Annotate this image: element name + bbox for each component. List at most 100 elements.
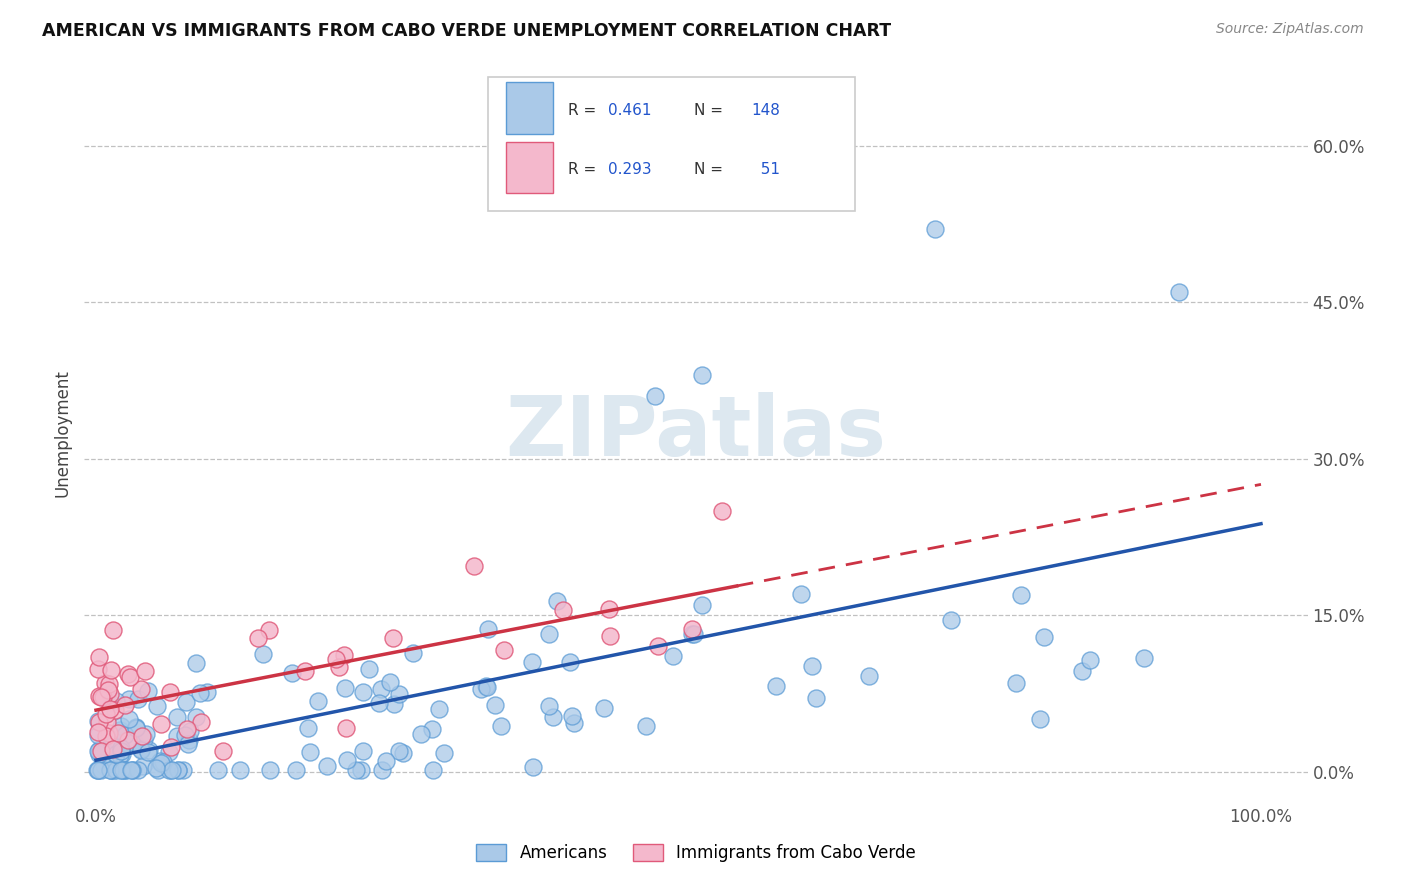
Point <box>160 764 183 778</box>
Text: R =: R = <box>568 103 600 118</box>
Point <box>561 709 583 723</box>
Point <box>108 723 131 737</box>
Point <box>789 587 811 601</box>
Point <box>149 754 172 768</box>
Point <box>157 745 180 759</box>
Point <box>166 709 188 723</box>
Text: AMERICAN VS IMMIGRANTS FROM CABO VERDE UNEMPLOYMENT CORRELATION CHART: AMERICAN VS IMMIGRANTS FROM CABO VERDE U… <box>42 22 891 40</box>
Point <box>333 648 356 663</box>
Point <box>522 759 544 773</box>
FancyBboxPatch shape <box>488 78 855 211</box>
Point <box>470 681 492 696</box>
Point <box>939 613 962 627</box>
Point <box>105 764 128 778</box>
Point <box>166 764 188 778</box>
Point <box>90 744 112 758</box>
Point <box>145 699 167 714</box>
Point <box>634 719 657 733</box>
Text: R =: R = <box>568 162 600 178</box>
Legend: Americans, Immigrants from Cabo Verde: Americans, Immigrants from Cabo Verde <box>470 837 922 869</box>
Point <box>422 764 444 778</box>
Point <box>131 758 153 772</box>
Point <box>114 728 136 742</box>
Point <box>370 682 392 697</box>
Point <box>520 655 543 669</box>
Point <box>110 719 132 733</box>
Text: N =: N = <box>693 103 723 118</box>
Point <box>112 764 135 778</box>
Point <box>246 631 269 645</box>
Point <box>644 389 666 403</box>
Point <box>131 729 153 743</box>
Point <box>166 729 188 743</box>
Point <box>1133 651 1156 665</box>
Point <box>176 695 198 709</box>
Text: 0.461: 0.461 <box>607 103 651 118</box>
Point <box>1004 676 1026 690</box>
Point <box>90 690 112 705</box>
Point <box>1168 285 1191 299</box>
Point <box>117 666 139 681</box>
Point <box>105 740 128 755</box>
Point <box>150 717 173 731</box>
Point <box>98 687 121 701</box>
Point <box>368 696 391 710</box>
Point <box>103 764 125 778</box>
Point <box>190 714 212 729</box>
Point <box>87 689 110 703</box>
Point <box>315 758 337 772</box>
Point <box>541 710 564 724</box>
Point <box>325 651 347 665</box>
Point <box>184 710 207 724</box>
Point <box>765 680 787 694</box>
Point <box>924 222 946 236</box>
Point <box>96 714 118 729</box>
Point <box>120 670 142 684</box>
Point <box>127 692 149 706</box>
Point <box>110 764 132 778</box>
Point <box>117 692 139 706</box>
Point <box>100 764 122 778</box>
Point <box>122 734 145 748</box>
Point <box>100 747 122 761</box>
Point <box>160 739 183 754</box>
Point <box>297 722 319 736</box>
Point <box>120 764 142 778</box>
Point <box>129 742 152 756</box>
Point <box>1078 652 1101 666</box>
Point <box>100 663 122 677</box>
Point <box>135 727 157 741</box>
Point <box>136 745 159 759</box>
Point <box>179 724 201 739</box>
Point <box>463 558 485 573</box>
Point <box>382 697 405 711</box>
Point <box>551 603 574 617</box>
Point <box>138 684 160 698</box>
Point <box>537 626 560 640</box>
Point <box>87 764 110 778</box>
Point <box>118 712 141 726</box>
Point <box>134 664 156 678</box>
Point <box>159 764 181 778</box>
Point <box>86 728 108 742</box>
Point <box>100 696 122 710</box>
Point <box>94 729 117 743</box>
Point <box>176 723 198 737</box>
FancyBboxPatch shape <box>506 82 553 135</box>
Point <box>690 368 713 383</box>
Point <box>388 744 411 758</box>
Point <box>195 685 218 699</box>
Point <box>145 761 167 775</box>
Point <box>98 764 121 778</box>
Point <box>121 764 143 778</box>
Point <box>593 701 616 715</box>
Point <box>801 659 824 673</box>
Point <box>91 690 114 705</box>
Point <box>1010 588 1032 602</box>
Point <box>433 746 456 760</box>
Point <box>411 727 433 741</box>
Point <box>107 726 129 740</box>
Point <box>101 623 124 637</box>
Point <box>492 642 515 657</box>
Point <box>804 691 827 706</box>
